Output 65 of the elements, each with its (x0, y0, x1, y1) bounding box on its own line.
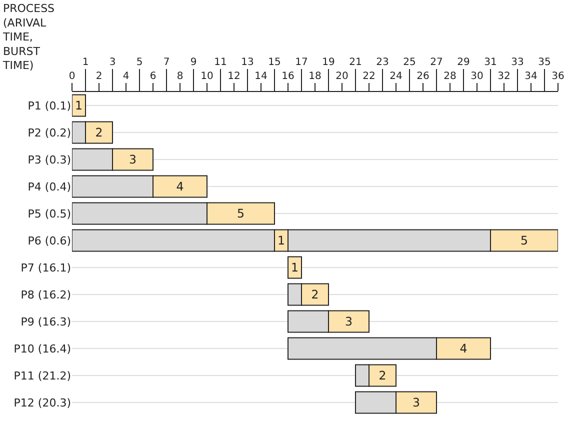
bar (72, 94, 86, 117)
y-tick-label: P3 (0.3) (28, 153, 71, 166)
x-tick-label: 0 (68, 71, 76, 82)
x2-tick-label: 11 (214, 57, 227, 68)
data-label: 1 (278, 233, 285, 248)
x-tick-label: 16 (282, 71, 294, 82)
x-tick-label: 18 (308, 71, 322, 82)
y-axis-title: PROCESS (ARIVAL TIME, BURST TIME) (2, 2, 55, 72)
x2-tick-label: 3 (109, 57, 116, 68)
x2-tick-label: 9 (190, 57, 197, 68)
x2-tick-label: 17 (295, 57, 308, 68)
x2-tick-label: 1 (82, 57, 89, 68)
x-tick-label: 8 (176, 71, 184, 82)
x2-tick-label: 23 (376, 57, 389, 68)
x2-tick-label: 25 (403, 57, 416, 68)
data-label: 5 (237, 206, 244, 220)
x-tick-label: 12 (228, 71, 240, 82)
x-tick-label: 14 (254, 71, 268, 82)
y-tick-label: P6 (0.6) (28, 234, 71, 248)
x2-tick-label: 29 (457, 57, 470, 68)
x-tick-label: 34 (524, 71, 538, 82)
x-tick-label: 36 (552, 71, 564, 82)
x2-tick-label: 19 (322, 57, 335, 68)
y-tick-label: P1 (0.1) (28, 99, 71, 112)
x-tick-label: 2 (96, 71, 102, 82)
x-tick-label: 10 (200, 71, 214, 82)
x2-tick-label: 31 (484, 57, 497, 68)
x2-tick-label: 7 (163, 57, 170, 68)
y-tick-label: P4 (0.4) (28, 180, 71, 194)
data-label: 5 (520, 233, 528, 248)
x-tick-label: 30 (470, 71, 484, 82)
data-label: 3 (345, 314, 352, 328)
data-label: 4 (176, 179, 184, 194)
data-label: 1 (75, 98, 82, 112)
x-tick-label: 26 (416, 71, 430, 82)
y-tick-label: P10 (16.4) (14, 342, 71, 356)
data-label: 2 (311, 287, 319, 302)
y-tick-label: P7 (16.1) (20, 261, 71, 274)
bar (288, 256, 302, 279)
data-label: 2 (95, 125, 103, 140)
data-label: 3 (129, 152, 136, 166)
x2-tick-label: 5 (136, 57, 143, 68)
x-tick-label: 32 (498, 71, 510, 82)
x2-tick-label: 27 (430, 57, 443, 68)
x-tick-label: 22 (362, 71, 376, 82)
y-tick-label: P5 (0.5) (28, 207, 71, 220)
x2-tick-label: 35 (538, 57, 551, 68)
x2-tick-label: 15 (268, 57, 281, 68)
data-label: 1 (291, 260, 298, 274)
data-label: 4 (460, 341, 468, 356)
x2-tick-label: 21 (349, 57, 362, 68)
x-tick-label: 24 (390, 71, 402, 82)
x2-tick-label: 33 (511, 57, 524, 68)
data-label: 3 (412, 395, 420, 410)
y-tick-label: P8 (16.2) (20, 288, 71, 302)
x2-tick-label: 13 (241, 57, 254, 68)
x-tick-label: 20 (336, 71, 348, 82)
x-tick-label: 4 (122, 71, 130, 82)
y-tick-label: P12 (20.3) (14, 396, 71, 410)
data-label: 2 (378, 368, 386, 382)
y-tick-label: P9 (16.3) (20, 315, 71, 328)
x-tick-label: 6 (150, 71, 156, 82)
y-tick-label: P11 (21.2) (14, 369, 71, 382)
x-tick-label: 28 (444, 71, 456, 82)
y-tick-label: P2 (0.2) (28, 126, 71, 140)
